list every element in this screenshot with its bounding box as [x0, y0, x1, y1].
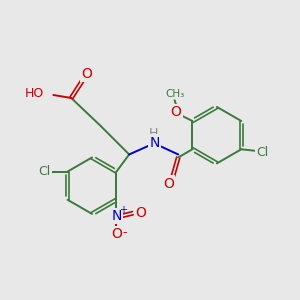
Text: N: N	[149, 136, 160, 150]
Text: N: N	[111, 209, 122, 223]
Text: O: O	[81, 67, 92, 81]
Text: CH₃: CH₃	[165, 89, 184, 99]
Text: H: H	[148, 127, 158, 140]
Text: O: O	[111, 227, 122, 241]
Text: O: O	[135, 206, 146, 220]
Text: O: O	[163, 177, 174, 190]
Text: O: O	[171, 105, 182, 119]
Text: Cl: Cl	[38, 165, 50, 178]
Text: Cl: Cl	[256, 146, 268, 159]
Text: +: +	[119, 205, 127, 214]
Text: HO: HO	[25, 87, 44, 100]
Text: -: -	[123, 226, 127, 239]
